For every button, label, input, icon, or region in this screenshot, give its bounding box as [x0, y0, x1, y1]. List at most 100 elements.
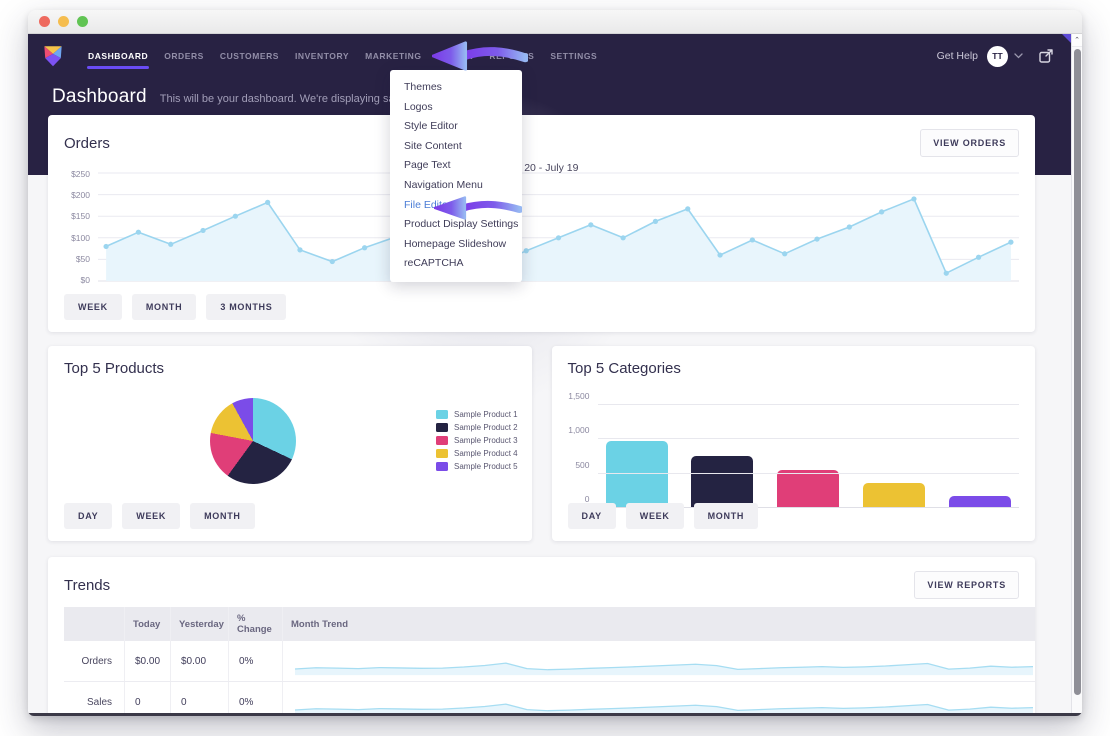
- menu-item-themes[interactable]: Themes: [404, 81, 442, 93]
- legend-item-sample-product-2: Sample Product 2: [436, 423, 518, 432]
- orders-filter-week[interactable]: WEEK: [64, 294, 122, 320]
- top-categories-card: Top 5 Categories 1,500 1,000 500 0 DAY WEEK M…: [551, 346, 1035, 541]
- category-bar-4: [863, 482, 926, 508]
- trends-row-label: Sales: [86, 696, 112, 708]
- categories-grid-line: [597, 438, 1019, 440]
- top-products-card: Top 5 Products Sample Product 1 Sample Pr…: [48, 346, 532, 541]
- legend-swatch: [436, 423, 448, 432]
- traffic-light-close[interactable]: [39, 16, 50, 27]
- categories-filter-week[interactable]: WEEK: [625, 503, 684, 529]
- external-link-icon[interactable]: [1038, 48, 1054, 64]
- legend-swatch: [436, 462, 448, 471]
- legend-item-sample-product-1: Sample Product 1: [436, 410, 518, 419]
- categories-plot: 1,500 1,000 500 0: [568, 391, 1019, 508]
- nav-item-design[interactable]: DESIGN: [437, 51, 474, 61]
- nav-item-inventory[interactable]: INVENTORY: [294, 51, 350, 61]
- avatar[interactable]: TT: [987, 45, 1008, 67]
- menu-item-page-text[interactable]: Page Text: [404, 159, 451, 172]
- categories-y-tick: 1,000: [568, 425, 590, 436]
- trends-col-yesterday: Yesterday: [170, 607, 228, 641]
- menu-item-homepage-slideshow[interactable]: Homepage Slideshow: [404, 237, 507, 250]
- products-filter-week[interactable]: WEEK: [122, 503, 181, 529]
- legend-label: Sample Product 1: [454, 410, 518, 419]
- menu-item-navigation-menu[interactable]: Navigation Menu: [404, 178, 483, 191]
- nav-item-dashboard[interactable]: DASHBOARD: [86, 51, 150, 69]
- chevron-down-icon[interactable]: [1014, 53, 1023, 59]
- orders-y-tick: $100: [71, 232, 90, 243]
- trends-col-blank: [64, 607, 124, 641]
- legend-item-sample-product-4: Sample Product 4: [436, 449, 518, 458]
- menu-item-file-editor[interactable]: File Editor: [404, 198, 452, 211]
- nav-item-settings[interactable]: SETTINGS: [550, 51, 598, 61]
- date-range-label: June 20 - July 19: [498, 162, 579, 174]
- legend-swatch: [436, 449, 448, 458]
- trends-yesterday-value: 0: [170, 682, 228, 713]
- trends-yesterday-value: $0.00: [170, 641, 228, 681]
- orders-chart-area: June 20 - July 19 $250 $200 $150 $100 $50 $0: [58, 162, 1019, 285]
- trends-change-value: 0%: [228, 682, 282, 713]
- gem-logo-icon[interactable]: [40, 43, 66, 69]
- traffic-light-minimize[interactable]: [58, 16, 69, 27]
- dashboard-content: Orders VIEW ORDERS June 20 - July 19 $25…: [28, 115, 1082, 713]
- categories-bars: [600, 405, 1018, 508]
- vertical-scrollbar[interactable]: ⌃: [1071, 34, 1082, 713]
- nav-item-customers[interactable]: CUSTOMERS: [219, 51, 279, 61]
- categories-filter-day[interactable]: DAY: [567, 503, 616, 529]
- menu-item-site-content[interactable]: Site Content: [404, 139, 462, 152]
- products-filter-day[interactable]: DAY: [64, 503, 113, 529]
- trends-row-orders: Orders $0.00 $0.00 0%: [64, 641, 1035, 682]
- menu-item-style-editor[interactable]: Style Editor: [404, 120, 458, 133]
- categories-y-tick: 1,500: [568, 391, 590, 401]
- nav-item-orders[interactable]: ORDERS: [164, 51, 204, 61]
- products-filter-month[interactable]: MONTH: [190, 503, 255, 529]
- corner-accent: [1062, 34, 1071, 43]
- top-navbar: DASHBOARD ORDERS CUSTOMERS INVENTORY MARKETI…: [28, 34, 1082, 78]
- orders-y-tick: $250: [71, 169, 90, 179]
- page-title: Dashboard: [52, 86, 147, 107]
- products-filters: DAY WEEK MONTH: [64, 503, 255, 529]
- menu-item-recaptcha[interactable]: reCAPTCHA: [404, 257, 464, 270]
- get-help-link[interactable]: Get Help: [936, 50, 978, 62]
- trends-month-trend-cell: [282, 682, 1035, 713]
- products-legend: Sample Product 1 Sample Product 2 Sample P…: [436, 410, 518, 475]
- nav-item-marketing[interactable]: MARKETING: [365, 51, 422, 61]
- category-bar-3: [777, 469, 840, 508]
- legend-label: Sample Product 5: [454, 462, 518, 471]
- category-bar-1: [605, 440, 668, 508]
- category-bar-5: [949, 495, 1011, 508]
- traffic-light-zoom[interactable]: [77, 16, 88, 27]
- month-trend-sparkline: [293, 694, 1035, 713]
- orders-filters: WEEK MONTH 3 MONTHS: [64, 294, 287, 320]
- orders-filter-3-months[interactable]: 3 MONTHS: [206, 294, 287, 320]
- categories-grid-line: [597, 472, 1019, 474]
- menu-item-product-display-settings[interactable]: Product Display Settings: [404, 218, 519, 231]
- window-titlebar: [28, 10, 1082, 34]
- orders-y-labels: $250 $200 $150 $100 $50 $0: [58, 169, 98, 285]
- legend-item-sample-product-3: Sample Product 3: [436, 436, 518, 445]
- orders-card-title: Orders: [64, 134, 110, 152]
- design-dropdown-menu: Themes Logos Style Editor Site Content Page …: [390, 70, 522, 282]
- view-reports-button[interactable]: VIEW REPORTS: [914, 571, 1019, 599]
- orders-filter-month[interactable]: MONTH: [131, 294, 197, 320]
- mac-window: DASHBOARD ORDERS CUSTOMERS INVENTORY MARKETI…: [28, 10, 1082, 716]
- nav-right-cluster: Get Help TT: [936, 45, 1068, 67]
- legend-label: Sample Product 3: [454, 436, 518, 445]
- menu-item-logos[interactable]: Logos: [404, 100, 433, 113]
- view-orders-button[interactable]: VIEW ORDERS: [920, 129, 1019, 157]
- orders-y-tick: $200: [71, 190, 90, 201]
- trends-card: Trends VIEW REPORTS Today Yesterday% Chan…: [48, 557, 1035, 713]
- page-subtitle: This will be your dashboard. We're displ…: [159, 93, 459, 105]
- scrollbar-thumb[interactable]: [1074, 49, 1081, 695]
- app-viewport: DASHBOARD ORDERS CUSTOMERS INVENTORY MARKETI…: [28, 34, 1082, 713]
- nav-items: DASHBOARD ORDERS CUSTOMERS INVENTORY MARKETI…: [86, 51, 598, 69]
- categories-filter-month[interactable]: MONTH: [693, 503, 759, 529]
- month-trend-sparkline: [293, 653, 1035, 677]
- categories-grid-line: [597, 404, 1019, 405]
- design-menu-list: Themes Logos Style Editor Site Content Page …: [390, 78, 522, 274]
- nav-item-reports[interactable]: REPORTS: [489, 51, 535, 61]
- orders-line-chart: [98, 169, 1019, 285]
- trends-col-change: % Change: [228, 607, 282, 641]
- trends-title: Trends: [64, 576, 111, 594]
- scroll-up-icon[interactable]: ⌃: [1072, 34, 1082, 47]
